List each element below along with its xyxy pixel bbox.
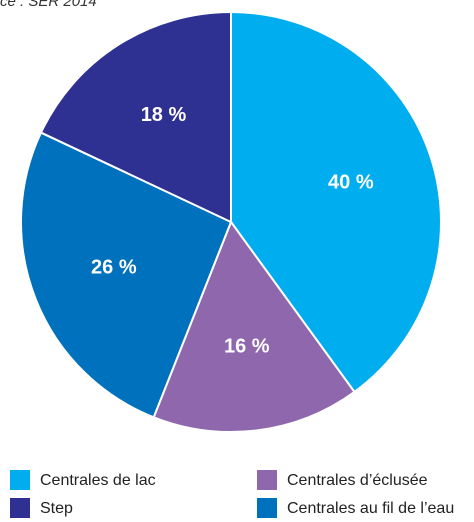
legend-label: Centrales au fil de l’eau — [287, 500, 454, 517]
legend-swatch — [10, 470, 30, 490]
slice-label: 26 % — [91, 257, 137, 279]
legend-swatch — [257, 498, 277, 518]
legend-label: Centrales de lac — [40, 472, 156, 489]
legend-swatch — [10, 498, 30, 518]
source: ce : SER 2014 — [0, 0, 97, 10]
slice-label: 40 % — [328, 171, 374, 193]
legend-swatch — [257, 470, 277, 490]
pie-slice — [152, 219, 356, 433]
legend-label: Step — [40, 500, 73, 517]
pie-slice — [39, 10, 232, 224]
pie-slice — [230, 10, 442, 394]
slice-label: 16 % — [224, 335, 270, 357]
legend-label: Centrales d’éclusée — [287, 472, 428, 489]
slice-label: 18 % — [141, 104, 187, 126]
pie-slice — [20, 131, 233, 419]
